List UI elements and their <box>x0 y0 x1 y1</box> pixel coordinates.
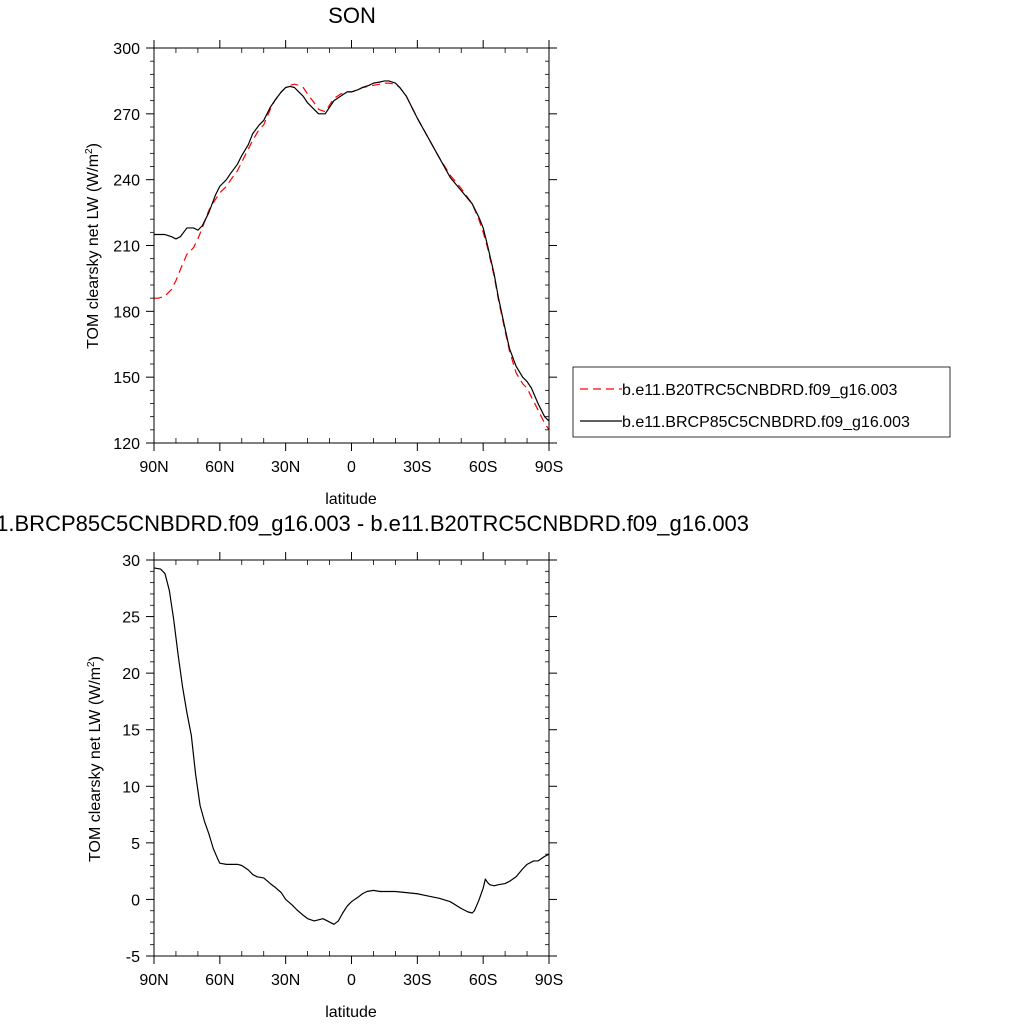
bottom-panel: b.e11.BRCP85C5CNBDRD.f09_g16.003 - b.e11… <box>0 511 749 1021</box>
top-plot-frame <box>153 47 550 444</box>
bottom-x-tick-label: 0 <box>347 972 356 989</box>
bottom-y-tick-label: 15 <box>122 723 140 740</box>
top-y-tick-label: 270 <box>113 107 140 124</box>
top-x-tick-label: 30N <box>271 459 300 476</box>
bottom-x-tick-label: 90S <box>535 972 563 989</box>
top-y-tick-label: 180 <box>113 304 140 321</box>
bottom-minor-ticks <box>150 560 549 956</box>
top-y-tick-label: 210 <box>113 239 140 256</box>
bottom-x-tick-label: 60S <box>469 972 497 989</box>
top-series-group <box>154 80 550 431</box>
bottom-x-tick-label: 90N <box>139 972 168 989</box>
top-panel: SON TOM clearsky net LW (W/m2) 90N 60N 30N… <box>84 3 951 508</box>
top-y-label: TOM clearsky net LW (W/m2) <box>84 143 102 349</box>
bottom-y-tick-label: 10 <box>122 779 140 796</box>
top-y-label-sup: 2 <box>84 148 95 154</box>
legend-label-rcp85: b.e11.BRCP85C5CNBDRD.f09_g16.003 <box>622 414 910 431</box>
bottom-y-label: TOM clearsky net LW (W/m2) <box>86 656 104 862</box>
top-y-label-tail: ) <box>85 143 102 148</box>
top-series-line-0 <box>154 82 550 431</box>
top-x-tick-label: 30S <box>403 459 431 476</box>
bottom-y-tick-label: -5 <box>126 949 140 966</box>
bottom-y-tick-label: 20 <box>122 666 140 683</box>
top-x-tick-label: 90N <box>139 459 168 476</box>
top-x-tick-label: 90S <box>535 459 563 476</box>
bottom-x-tick-label: 60N <box>205 972 234 989</box>
bottom-y-tick-label: 0 <box>131 892 140 909</box>
top-y-label-main: TOM clearsky net LW (W/m <box>85 154 102 349</box>
top-chart-title: SON <box>328 3 376 28</box>
bottom-series-line-0 <box>153 567 550 925</box>
bottom-series-group <box>153 567 550 925</box>
bottom-y-label-tail: ) <box>87 656 104 661</box>
bottom-axes: 90N 60N 30N 0 30S 60S 90S -5 0 5 10 15 20 25 30 <box>122 552 563 989</box>
bottom-y-tick-label: 5 <box>131 836 140 853</box>
bottom-x-tick-label: 30S <box>403 972 431 989</box>
top-x-tick-label: 0 <box>347 459 356 476</box>
bottom-y-tick-label: 30 <box>122 553 140 570</box>
top-x-tick-label: 60N <box>205 459 234 476</box>
top-legend: b.e11.B20TRC5CNBDRD.f09_g16.003 b.e11.BR… <box>572 366 951 438</box>
top-y-tick-label: 150 <box>113 370 140 387</box>
bottom-y-label-sup: 2 <box>86 661 97 667</box>
top-x-axis-label: latitude <box>325 491 377 508</box>
bottom-x-tick-label: 30N <box>271 972 300 989</box>
legend-label-historical: b.e11.B20TRC5CNBDRD.f09_g16.003 <box>622 382 898 399</box>
top-series-line-1 <box>154 80 550 422</box>
bottom-plot-frame <box>153 559 550 957</box>
top-y-tick-label: 300 <box>113 41 140 58</box>
top-axes: 90N 60N 30N 0 30S 60S 90S 120 150 180 210 240 270 300 <box>113 40 563 476</box>
top-y-tick-label: 120 <box>113 436 140 453</box>
top-y-tick-label: 240 <box>113 173 140 190</box>
svg-text:TOM clearsky net LW (W/m2): TOM clearsky net LW (W/m2) <box>84 143 102 349</box>
bottom-chart-title: b.e11.BRCP85C5CNBDRD.f09_g16.003 - b.e11… <box>0 511 749 536</box>
top-minor-ticks <box>150 48 549 443</box>
svg-text:TOM clearsky net LW (W/m2): TOM clearsky net LW (W/m2) <box>86 656 104 862</box>
legend-box <box>572 366 951 438</box>
bottom-y-tick-label: 25 <box>122 610 140 627</box>
bottom-y-label-main: TOM clearsky net LW (W/m <box>87 667 104 862</box>
top-x-tick-label: 60S <box>469 459 497 476</box>
bottom-x-axis-label: latitude <box>325 1004 377 1021</box>
